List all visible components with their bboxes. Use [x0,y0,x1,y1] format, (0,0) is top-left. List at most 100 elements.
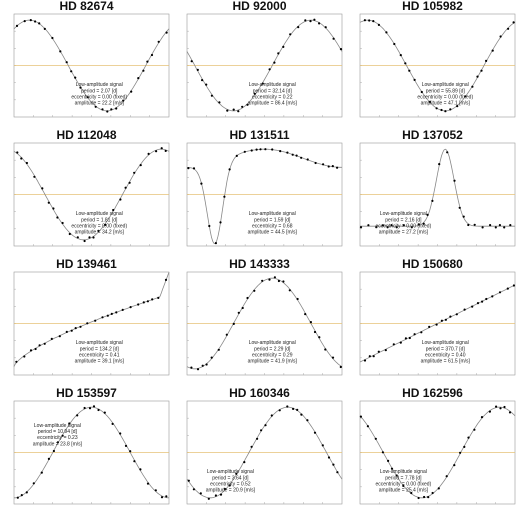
rv-point [47,201,50,204]
rv-point [453,464,456,467]
rv-point [101,316,104,319]
rv-point [261,82,264,85]
chart-panel: HD 143333 Low-amplitude signal period = 2.… [173,258,346,387]
rv-point [463,308,466,311]
rv-point [232,322,235,325]
annotation-line: period = 1.59 [d] [254,217,291,223]
rv-point [313,330,317,334]
chart-panel: HD 105982 Low-amplitude signal period = 55… [346,0,519,129]
rv-point [119,432,122,435]
rv-point [467,223,470,227]
rv-point [485,297,488,301]
chart-panel: HD 162596 Low-amplitude signal period = 7.… [346,387,519,516]
chart-panel: HD 160346 Low-amplitude signal period = 3.… [173,387,346,516]
annotation-heading: Low-amplitude signal [249,211,296,217]
rv-point [47,457,51,460]
rv-point [130,90,133,93]
rv-point [300,413,303,416]
rv-point [453,179,456,182]
rv-point [306,419,309,422]
rv-point [420,331,423,334]
rv-point [449,315,452,318]
rv-point [402,224,405,227]
rv-point [306,158,309,161]
rv-point [237,110,240,113]
rv-point [471,305,474,308]
rv-point [399,341,402,344]
annotation-line: period = 2.07 [d] [81,88,118,94]
rv-point [23,355,26,358]
rv-point [25,491,28,494]
annotation-heading: Low-amplitude signal [249,340,296,346]
rv-point [160,147,163,150]
annotation-heading: Low-amplitude signal [380,211,427,217]
rv-point [160,496,164,499]
rv-point [124,186,127,189]
rv-point [438,163,441,166]
rv-point [431,491,434,495]
rv-point [70,329,73,332]
rv-point [318,22,321,25]
rv-point [223,195,226,198]
rv-point [210,94,213,97]
rv-point [494,226,497,229]
rv-point [386,226,389,229]
rv-point [473,223,476,226]
rv-point [331,356,335,359]
rv-point [489,224,492,227]
rv-point [147,152,150,155]
rv-point [201,364,204,367]
rv-point [282,45,285,49]
rv-point [25,161,28,165]
rv-point [387,459,390,462]
rv-point [282,280,285,283]
rv-point [277,52,280,55]
rv-point [313,18,316,21]
rv-point [207,497,210,500]
rv-point [374,437,377,440]
rv-point [190,366,193,369]
rv-point [296,297,299,301]
annotation-heading: Low-amplitude signal [76,82,123,88]
model-curve [186,406,343,499]
rv-point [129,306,132,309]
rv-point [324,348,327,351]
rv-point [366,425,369,428]
rv-point [446,151,449,154]
chart-panel: HD 137052 Low-amplitude signal period = 2.… [346,129,519,258]
rv-point [291,153,294,156]
annotation-line: period = 32.14 [d] [253,88,293,94]
rv-point [256,437,259,440]
rv-point [20,494,23,497]
rv-point [110,312,113,315]
rv-point [76,236,79,239]
rv-point [417,223,420,226]
rv-point [385,31,388,34]
rv-point [86,96,89,99]
rv-point [408,69,411,72]
rv-point [111,422,114,425]
rv-point [15,360,18,363]
annotation-line: amplitude = 47.1 [m/s] [421,101,471,107]
chart-title: HD 105982 [402,0,463,13]
annotation-heading: Low-amplitude signal [34,423,81,429]
annotation-line: eccentricity = 0.22 [252,95,293,101]
annotation-line: eccentricity = 0.00 (fixed) [376,482,432,488]
rv-point [133,171,136,174]
rv-point [41,187,44,190]
rv-point [444,318,447,321]
rv-point [336,166,339,169]
rv-point [404,62,407,65]
model-curve [14,406,169,499]
rv-point [92,236,95,239]
rv-point [420,90,423,94]
rv-point [155,150,158,153]
rv-point [268,68,271,71]
rv-point [428,325,431,328]
rv-point [309,321,312,324]
annotation-heading: Low-amplitude signal [422,82,469,88]
rv-point [384,349,387,352]
rv-point [392,343,395,346]
